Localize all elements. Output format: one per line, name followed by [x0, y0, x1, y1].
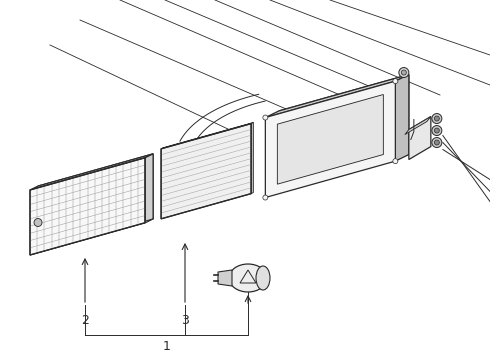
- Polygon shape: [161, 123, 251, 219]
- Polygon shape: [218, 270, 232, 286]
- Circle shape: [434, 128, 440, 133]
- Polygon shape: [38, 154, 153, 251]
- Text: 2: 2: [81, 314, 89, 327]
- Polygon shape: [30, 158, 145, 255]
- Polygon shape: [405, 117, 431, 135]
- Polygon shape: [30, 154, 153, 190]
- Circle shape: [393, 78, 398, 84]
- Ellipse shape: [229, 264, 267, 292]
- Polygon shape: [409, 117, 431, 159]
- Polygon shape: [161, 122, 253, 149]
- Ellipse shape: [256, 266, 270, 290]
- Polygon shape: [277, 95, 383, 184]
- Circle shape: [399, 68, 409, 77]
- Polygon shape: [279, 75, 409, 191]
- Circle shape: [432, 113, 442, 123]
- Circle shape: [434, 116, 440, 121]
- Circle shape: [263, 115, 268, 120]
- Polygon shape: [30, 219, 153, 255]
- Polygon shape: [251, 122, 253, 194]
- Polygon shape: [266, 75, 409, 117]
- Polygon shape: [266, 81, 395, 198]
- Circle shape: [263, 195, 268, 200]
- Text: 1: 1: [163, 341, 171, 354]
- Polygon shape: [145, 154, 153, 223]
- Circle shape: [432, 126, 442, 136]
- Circle shape: [34, 219, 42, 226]
- Text: 3: 3: [181, 314, 189, 327]
- Circle shape: [434, 140, 440, 145]
- Circle shape: [432, 138, 442, 148]
- Polygon shape: [395, 75, 409, 161]
- Circle shape: [393, 159, 398, 164]
- Circle shape: [401, 70, 406, 75]
